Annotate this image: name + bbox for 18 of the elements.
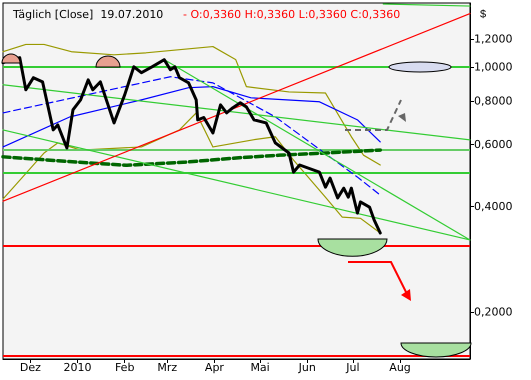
y-tick-label: 0,8000 <box>474 94 512 108</box>
x-tick-label: Mrz <box>157 361 178 374</box>
x-tick-label: 2010 <box>64 361 92 374</box>
text: Täglich [Close] 19.07.2010 <box>12 8 164 21</box>
y-tick-label: 1,0000 <box>474 60 512 74</box>
y-tick-label: 0,6000 <box>474 138 512 152</box>
x-tick-label: Feb <box>114 361 134 374</box>
y-tick-label: 0,4000 <box>474 200 512 213</box>
x-tick-label: Jul <box>345 361 360 374</box>
text: - O:0,3360 H:0,3360 L:0,3360 C:0,3360 <box>183 8 400 21</box>
x-tick-label: Aug <box>389 361 411 374</box>
y-tick-label: 0,2000 <box>474 306 512 319</box>
x-tick-label: Dez <box>20 361 42 374</box>
x-tick-label: Jun <box>298 361 316 374</box>
y-axis-title: $ <box>480 8 486 20</box>
y-tick-label: 1,2000 <box>474 32 512 46</box>
x-tick-label: Apr <box>204 361 224 374</box>
x-tick-label: Mai <box>250 361 270 374</box>
